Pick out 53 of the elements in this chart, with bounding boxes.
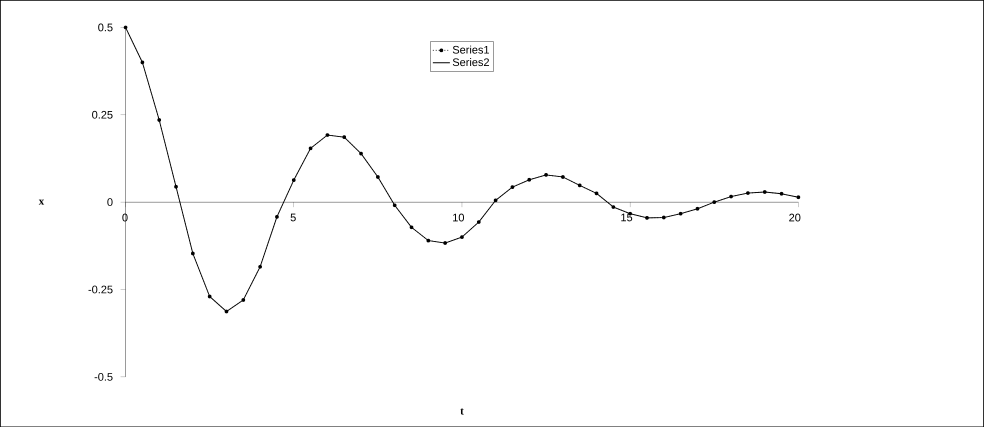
point — [140, 60, 144, 64]
legend-label: Series2 — [452, 58, 489, 66]
point — [157, 118, 162, 122]
y-tick-label: 0.5 — [98, 23, 113, 32]
y-tick-label: 0.25 — [92, 110, 113, 119]
x-tick-label: 10 — [453, 214, 464, 222]
point — [494, 198, 498, 202]
point — [410, 225, 414, 229]
point — [746, 191, 750, 195]
point — [376, 174, 380, 179]
point — [124, 25, 128, 30]
point — [275, 214, 279, 219]
point — [527, 178, 532, 182]
point — [359, 152, 363, 156]
x-tick-label: 5 — [290, 214, 296, 222]
point — [241, 298, 246, 302]
legend-label: Series1 — [452, 45, 489, 54]
point — [612, 205, 616, 209]
point — [292, 178, 296, 182]
point — [729, 194, 733, 198]
point — [561, 174, 565, 179]
point — [696, 206, 700, 210]
point — [208, 294, 212, 298]
x-axis-title: t — [460, 408, 464, 414]
point — [796, 195, 800, 199]
point — [190, 252, 195, 256]
point — [443, 241, 447, 245]
point — [594, 191, 598, 196]
x-tick-label: 20 — [789, 214, 800, 222]
point — [712, 200, 716, 204]
point — [645, 216, 649, 220]
point — [342, 135, 346, 139]
point — [326, 133, 330, 137]
point — [544, 172, 548, 177]
point — [678, 212, 682, 216]
y-tick-label: -0.25 — [88, 285, 113, 294]
point — [460, 235, 464, 239]
point — [476, 220, 481, 224]
point — [308, 146, 312, 150]
y-tick-label: 0 — [107, 198, 113, 206]
y-tick-label: -0.5 — [94, 372, 113, 381]
x-tick-label: 0 — [122, 214, 128, 222]
point — [224, 310, 228, 314]
point — [392, 203, 397, 207]
point — [578, 183, 582, 188]
point — [762, 190, 767, 194]
point — [662, 216, 666, 220]
point — [426, 238, 430, 242]
point — [510, 185, 514, 189]
y-axis-title: x — [38, 199, 44, 205]
point — [174, 184, 178, 188]
point — [258, 264, 262, 268]
point — [780, 192, 784, 196]
